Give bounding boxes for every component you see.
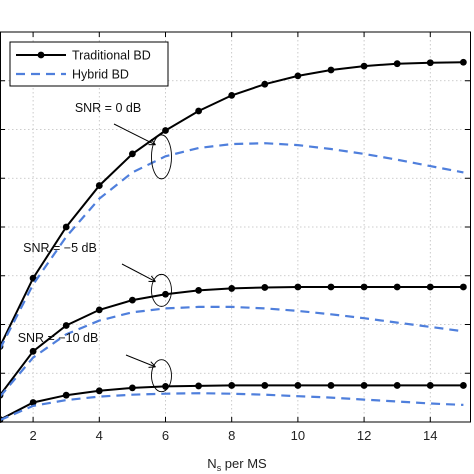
snr-annotation-label: SNR = 0 dB	[75, 101, 141, 115]
traditional-bd-marker	[162, 127, 169, 134]
arrow-head-icon	[148, 361, 156, 368]
traditional-bd-line-4	[0, 384, 464, 421]
traditional-bd-marker	[228, 285, 236, 292]
hybrid-bd-line-5	[0, 392, 464, 422]
traditional-bd-marker	[426, 382, 434, 389]
traditional-bd-marker	[327, 382, 335, 389]
legend-label: Traditional BD	[72, 49, 151, 63]
traditional-bd-marker	[62, 391, 70, 399]
traditional-bd-marker	[162, 290, 169, 298]
traditional-bd-marker	[261, 382, 269, 389]
traditional-bd-marker	[95, 306, 103, 314]
traditional-bd-marker	[29, 399, 37, 406]
arrow-head-icon	[148, 275, 156, 283]
series-layer	[0, 58, 467, 423]
traditional-bd-marker	[327, 283, 335, 291]
legend-marker	[37, 51, 45, 59]
annotation-arrow	[113, 123, 156, 146]
traditional-bd-marker	[228, 91, 236, 99]
traditional-bd-marker	[261, 80, 269, 88]
x-tick-label: 12	[357, 428, 371, 443]
traditional-bd-marker	[95, 182, 103, 189]
axes: 2 4 6 8 10 12 14	[0, 31, 471, 443]
traditional-bd-marker	[393, 283, 401, 291]
x-axis-label: Ns per MS	[207, 456, 267, 473]
traditional-bd-marker	[393, 60, 401, 68]
x-tick-label: 4	[96, 428, 103, 443]
traditional-bd-marker	[95, 387, 103, 395]
annotation-arrow	[121, 263, 156, 283]
traditional-bd-marker	[195, 107, 202, 115]
traditional-bd-marker	[294, 283, 302, 291]
hybrid-bd-line-3	[0, 305, 464, 398]
traditional-bd-marker	[261, 284, 269, 291]
snr-annotation-label: SNR = −5 dB	[23, 241, 97, 255]
traditional-bd-marker	[62, 322, 70, 329]
traditional-bd-marker	[360, 62, 368, 70]
annotation-ellipse	[151, 359, 172, 393]
traditional-bd-marker	[459, 283, 467, 291]
hybrid-bd-line-1	[0, 142, 464, 350]
x-tick-label: 6	[162, 428, 169, 443]
legend-box	[9, 41, 169, 87]
traditional-bd-marker	[393, 382, 401, 389]
legend: Traditional BD Hybrid BD	[9, 41, 169, 87]
annotation-ellipse	[151, 134, 172, 180]
traditional-bd-marker	[195, 382, 202, 390]
traditional-bd-marker	[29, 274, 37, 282]
traditional-bd-marker	[294, 382, 302, 389]
annotation-ellipses	[151, 134, 172, 393]
x-tick-label: 2	[29, 428, 36, 443]
annotation-ellipse	[151, 273, 172, 307]
traditional-bd-marker	[360, 283, 368, 291]
traditional-bd-marker	[327, 66, 335, 74]
traditional-bd-marker	[128, 384, 136, 392]
traditional-bd-marker	[459, 58, 467, 66]
traditional-bd-marker	[128, 150, 136, 158]
legend-label: Hybrid BD	[72, 68, 129, 82]
x-tick-label: 14	[423, 428, 437, 443]
traditional-bd-marker	[426, 59, 434, 67]
traditional-bd-marker	[162, 383, 169, 390]
traditional-bd-marker	[195, 286, 202, 294]
annotations: SNR = 0 dB SNR = −5 dB SNR = −10 dB	[18, 101, 156, 368]
x-tick-label: 10	[291, 428, 305, 443]
traditional-bd-marker	[62, 223, 70, 231]
snr-annotation-label: SNR = −10 dB	[18, 331, 99, 345]
annotation-arrow	[125, 354, 156, 368]
traditional-bd-marker	[459, 382, 467, 389]
traditional-bd-marker	[29, 347, 37, 355]
traditional-bd-marker	[426, 283, 434, 291]
traditional-bd-marker	[228, 382, 236, 389]
traditional-bd-marker	[360, 382, 368, 389]
traditional-bd-marker	[294, 72, 302, 80]
grid	[0, 32, 470, 422]
x-tick-label: 8	[228, 428, 235, 443]
arrow-head-icon	[148, 138, 156, 146]
traditional-bd-marker	[128, 296, 136, 304]
